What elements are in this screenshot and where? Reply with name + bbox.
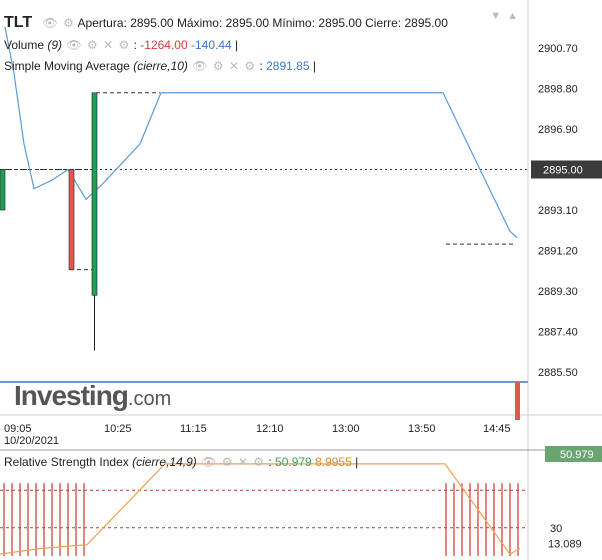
time-tick-label: 10:25 (104, 423, 132, 435)
price-tick-label: 2885.50 (538, 367, 578, 379)
price-tick-label: 2893.10 (538, 205, 578, 217)
maximo-label: Máximo: (176, 16, 223, 30)
candle (68, 169, 75, 270)
logo-text: Investing (14, 380, 129, 411)
time-tick-label: 09:05 (4, 423, 32, 435)
sma-value: 2891.85 (266, 59, 310, 73)
rsi-params: (cierre,14,9) (132, 455, 197, 469)
candle (91, 92, 98, 296)
settings-icon[interactable]: ⚙ (212, 59, 224, 73)
top-right-icons: ▼▲ (490, 10, 524, 22)
rsi-tick-label: 30 (550, 523, 562, 535)
date-label: 10/20/2021 (4, 435, 59, 447)
cierre-value: 2895.00 (404, 16, 448, 30)
investing-logo: Investing.com (14, 380, 171, 412)
sma-label: Simple Moving Average (4, 59, 130, 73)
ohlc-legend: TLT 👁 ⚙ Apertura: 2895.00 Máximo: 2895.0… (4, 14, 448, 32)
eye-icon[interactable]: 👁 (192, 59, 208, 73)
cierre-label: Cierre: (365, 16, 402, 30)
more-icon[interactable]: ⚙ (244, 59, 256, 73)
maximo-value: 2895.00 (225, 16, 270, 30)
settings-icon[interactable]: ⚙ (63, 16, 74, 30)
rsi-label: Relative Strength Index (4, 455, 129, 469)
more-icon[interactable]: ⚙ (118, 38, 130, 52)
volume-bar (515, 382, 520, 420)
symbol-label: TLT (4, 14, 33, 31)
time-tick-label: 12:10 (256, 423, 284, 435)
volume-label: Volume (4, 38, 45, 52)
time-tick-label: 14:45 (483, 423, 511, 435)
price-tick-label: 2887.40 (538, 327, 578, 339)
current-price-badge (531, 160, 602, 179)
volume-value-2: -140.44 (191, 38, 232, 52)
volume-value-1: -1264.00 (140, 38, 188, 52)
candle (0, 169, 6, 211)
rsi-current-label: 50.979 (560, 449, 594, 461)
price-tick-label: 2900.70 (538, 43, 578, 55)
settings-icon[interactable]: ⚙ (86, 38, 98, 52)
eye-icon[interactable]: 👁 (66, 38, 82, 52)
close-icon[interactable]: ✕ (228, 59, 239, 73)
eye-icon[interactable]: 👁 (42, 16, 58, 30)
price-tick-label: 2891.20 (538, 246, 578, 258)
volume-params: (9) (47, 38, 63, 52)
minimo-value: 2895.00 (318, 16, 362, 30)
price-tick-label: 2889.30 (538, 286, 578, 298)
volume-legend: Volume (9) 👁 ⚙ ✕ ⚙ : -1264.00 -140.44 | (4, 38, 239, 52)
minimo-label: Mínimo: (272, 16, 316, 30)
rsi-current-badge (545, 446, 602, 462)
chevron-down-icon[interactable]: ▼ (490, 10, 508, 22)
apertura-label: Apertura: (77, 16, 127, 30)
price-tick-label: 2896.90 (538, 124, 578, 136)
rsi-value-2: 8.9955 (315, 455, 352, 469)
current-price-label: 2895.00 (543, 165, 583, 177)
rsi-line (0, 463, 521, 555)
sma-params: (cierre,10) (133, 59, 188, 73)
rsi-value-1: 50.979 (275, 455, 312, 469)
price-tick-label: 2898.80 (538, 84, 578, 96)
rsi-tick-label: 13.089 (548, 539, 582, 551)
time-tick-label: 13:00 (332, 423, 360, 435)
eye-icon[interactable]: 👁 (201, 455, 217, 469)
more-icon[interactable]: ⚙ (253, 455, 264, 469)
close-icon[interactable]: ✕ (237, 455, 248, 469)
settings-icon[interactable]: ⚙ (221, 455, 233, 469)
sma-legend: Simple Moving Average (cierre,10) 👁 ⚙ ✕ … (4, 59, 316, 73)
logo-suffix: .com (127, 388, 172, 410)
close-icon[interactable]: ✕ (103, 38, 114, 52)
time-tick-label: 11:15 (180, 423, 207, 435)
apertura-value: 2895.00 (130, 16, 174, 30)
rsi-legend: Relative Strength Index (cierre,14,9) 👁 … (4, 455, 359, 469)
arrow-up-icon[interactable]: ▲ (507, 10, 524, 22)
time-tick-label: 13:50 (408, 423, 436, 435)
